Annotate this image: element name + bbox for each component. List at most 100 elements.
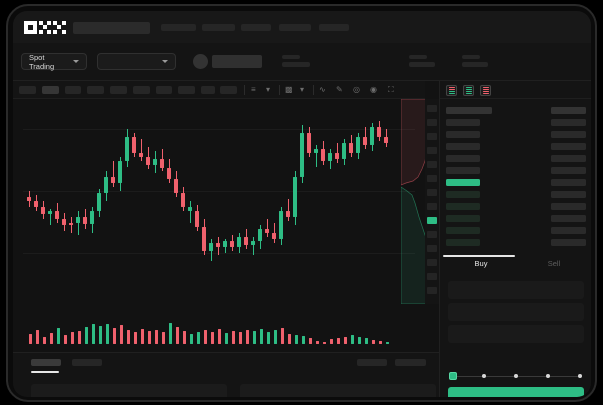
okx-logo[interactable] (24, 21, 66, 34)
timeframe-4[interactable] (110, 86, 127, 94)
volume-bar (309, 338, 312, 344)
orders-tab-0[interactable] (31, 359, 61, 366)
volume-bar (29, 334, 32, 344)
candle-body (377, 127, 381, 137)
candle-body (55, 211, 59, 219)
slider-stop-75[interactable] (546, 373, 550, 378)
drawing-pencil-icon[interactable]: ✎ (336, 85, 343, 94)
slider-stop-50[interactable] (514, 373, 518, 378)
orderbook-side-row[interactable] (551, 143, 586, 150)
timeframe-1[interactable] (42, 86, 59, 94)
chevron-down-icon[interactable]: ▾ (300, 85, 305, 94)
amount-percent-slider[interactable] (449, 371, 584, 381)
orderbook-ask-row[interactable] (446, 107, 492, 114)
orderbook-side-row[interactable] (551, 119, 586, 126)
timeframe-6[interactable] (156, 86, 172, 94)
chart-type-icon[interactable]: ▩ (285, 85, 293, 94)
orderbook-side-row[interactable] (551, 179, 586, 186)
candle-body (370, 127, 374, 145)
orderbook-side-row[interactable] (551, 203, 586, 210)
search-input[interactable] (73, 22, 150, 34)
timeframe-5[interactable] (133, 86, 150, 94)
orderbook-side-row[interactable] (551, 215, 586, 222)
candle-body (153, 159, 157, 165)
orderbook-bid-row[interactable] (446, 203, 480, 210)
timeframe-9[interactable] (220, 86, 237, 94)
orderbook-side-row[interactable] (551, 191, 586, 198)
orderbook-ask-row[interactable] (446, 167, 480, 174)
orderbook-side-row[interactable] (551, 107, 586, 114)
orderbook-both-icon[interactable] (446, 85, 457, 96)
timeframe-0[interactable] (19, 86, 36, 94)
candle-wick (140, 139, 142, 161)
candle-body (363, 137, 367, 145)
orderbook-side-row[interactable] (551, 167, 586, 174)
buy-tab-underline (443, 255, 515, 257)
order-field-2[interactable] (448, 325, 584, 343)
orderbook-bid-row[interactable] (446, 215, 480, 222)
orderbook-asks-icon[interactable] (480, 85, 491, 96)
candle-body (202, 227, 206, 251)
orderbook-bid-row[interactable] (446, 191, 480, 198)
orders-action-1[interactable] (395, 359, 426, 366)
orderbook-bid-row[interactable] (446, 227, 480, 234)
volume-bar (232, 331, 235, 344)
nav-item-2[interactable] (241, 24, 271, 31)
tab-buy[interactable]: Buy (474, 259, 488, 268)
fullscreen-expand-icon[interactable]: ⛶ (388, 85, 394, 94)
candlestick-chart[interactable] (13, 99, 425, 304)
nav-item-3[interactable] (279, 24, 311, 31)
camera-snapshot-icon[interactable]: ◎ (353, 85, 360, 94)
volume-bar (190, 334, 193, 344)
timeframe-8[interactable] (201, 86, 215, 94)
candle-wick (49, 209, 51, 225)
slider-stop-100[interactable] (578, 373, 582, 378)
orderbook-ask-row[interactable] (446, 155, 480, 162)
okx-logo-o (24, 21, 37, 34)
orderbook-side-row[interactable] (551, 239, 586, 246)
timeframe-2[interactable] (65, 86, 81, 94)
orders-tab-1[interactable] (72, 359, 102, 366)
candle-wick (112, 161, 114, 187)
indicator-label-icon[interactable]: ≡ (251, 85, 256, 94)
volume-bar (295, 335, 298, 344)
volume-bar (113, 328, 116, 344)
price-axis-row (427, 287, 437, 294)
price-axis-row (427, 175, 437, 182)
submit-buy-button[interactable] (448, 387, 584, 397)
stat-2-value (462, 62, 488, 67)
orderbook-bid-row[interactable] (446, 239, 480, 246)
tab-sell[interactable]: Sell (547, 259, 561, 268)
stat-1-label (409, 55, 427, 59)
orderbook-side-row[interactable] (551, 155, 586, 162)
price-axis-row (427, 133, 437, 140)
orderbook-ask-row[interactable] (446, 143, 480, 150)
slider-handle[interactable] (449, 372, 457, 380)
candle-wick (287, 199, 289, 221)
slider-stop-25[interactable] (482, 373, 486, 378)
orders-action-0[interactable] (357, 359, 387, 366)
orderbook-bids-icon[interactable] (463, 85, 474, 96)
price-axis-row (427, 273, 437, 280)
orderbook-side-row[interactable] (551, 131, 586, 138)
indicators-wave-icon[interactable]: ∿ (319, 85, 326, 94)
orderbook-side-row[interactable] (551, 227, 586, 234)
nav-item-1[interactable] (202, 24, 235, 31)
settings-gear-icon[interactable]: ◉ (370, 85, 377, 94)
orderbook-ask-row[interactable] (446, 119, 480, 126)
chevron-down-icon[interactable]: ▾ (266, 85, 271, 94)
volume-bar (225, 333, 228, 344)
nav-item-4[interactable] (319, 24, 349, 31)
nav-item-0[interactable] (161, 24, 196, 31)
volume-bar (127, 330, 130, 344)
orderbook-ask-row[interactable] (446, 131, 480, 138)
market-mode-selector[interactable]: Spot Trading (21, 53, 87, 71)
timeframe-7[interactable] (178, 86, 195, 94)
volume-bar (246, 330, 249, 344)
orderbook-current-price[interactable] (446, 179, 480, 186)
trading-pair-selector[interactable] (97, 53, 176, 70)
order-field-0[interactable] (448, 281, 584, 299)
order-field-1[interactable] (448, 303, 584, 321)
timeframe-3[interactable] (87, 86, 104, 94)
